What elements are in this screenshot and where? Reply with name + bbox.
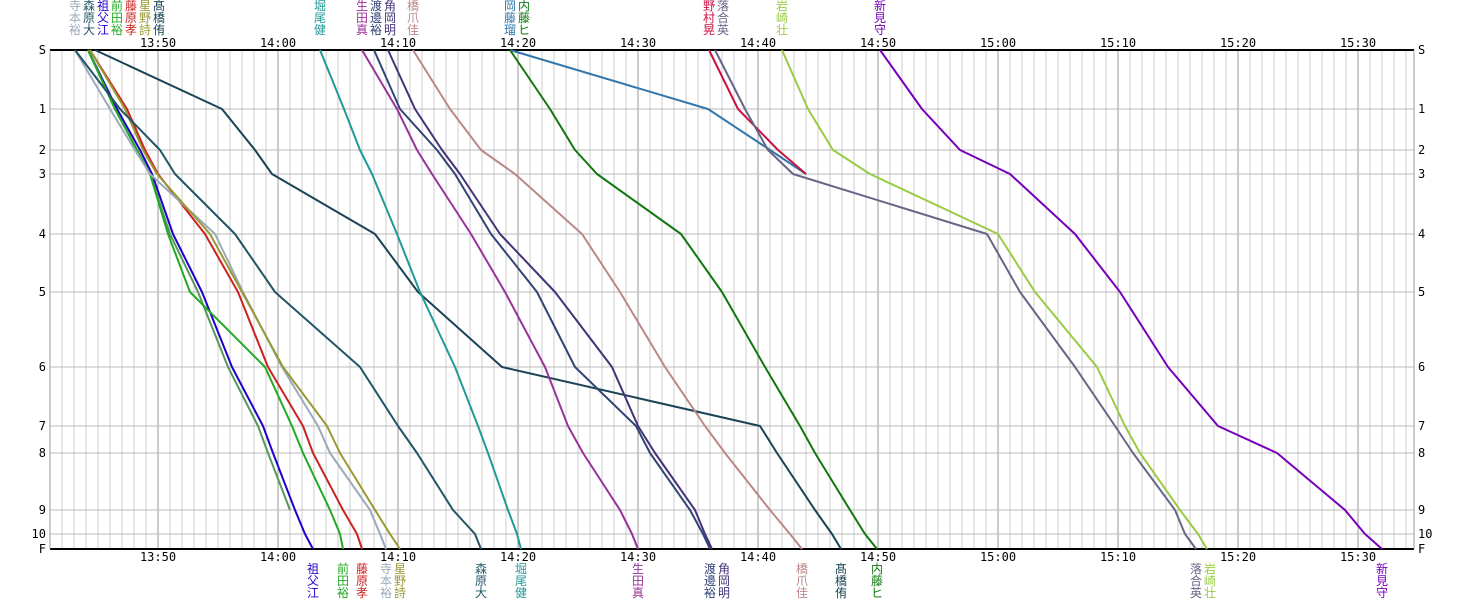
x-tick-label-top: 14:10 <box>380 36 416 50</box>
x-tick-label-bottom: 15:00 <box>980 550 1016 564</box>
x-tick-label-bottom: 14:00 <box>260 550 296 564</box>
x-tick-label-top: 14:00 <box>260 36 296 50</box>
series-line <box>509 49 807 175</box>
x-tick-label-bottom: 14:40 <box>740 550 776 564</box>
series-line <box>879 49 1383 550</box>
y-tick-label-right: 7 <box>1418 419 1425 433</box>
series-line <box>714 49 1197 550</box>
series-line <box>412 49 803 550</box>
x-tick-label-top: 15:20 <box>1220 36 1256 50</box>
x-tick-label-top: 13:50 <box>140 36 176 50</box>
x-tick-label-bottom: 13:50 <box>140 550 176 564</box>
y-tick-label-left: 4 <box>39 227 46 241</box>
x-tick-label-bottom: 15:30 <box>1340 550 1376 564</box>
x-tick-label-bottom: 15:20 <box>1220 550 1256 564</box>
x-tick-label-bottom: 14:50 <box>860 550 896 564</box>
y-tick-label-left: 1 <box>39 102 46 116</box>
series-line <box>361 49 639 550</box>
x-tick-label-top: 15:10 <box>1100 36 1136 50</box>
y-tick-label-left: 9 <box>39 503 46 517</box>
series-line <box>89 49 363 550</box>
x-tick-label-top: 15:00 <box>980 36 1016 50</box>
series-line <box>708 49 807 175</box>
y-tick-label-right: 2 <box>1418 143 1425 157</box>
x-tick-label-bottom: 14:30 <box>620 550 656 564</box>
x-tick-label-top: 14:40 <box>740 36 776 50</box>
y-tick-label-right: S <box>1418 43 1425 57</box>
y-tick-label-left: 7 <box>39 419 46 433</box>
series-line <box>89 49 401 550</box>
series-line <box>319 49 522 550</box>
y-tick-label-left: 3 <box>39 167 46 181</box>
series-line <box>87 49 291 511</box>
y-tick-label-right: F <box>1418 542 1425 556</box>
y-tick-label-left: S <box>39 43 46 57</box>
x-tick-label-bottom: 14:10 <box>380 550 416 564</box>
x-tick-label-top: 14:30 <box>620 36 656 50</box>
x-tick-label-top: 14:50 <box>860 36 896 50</box>
y-tick-label-right: 3 <box>1418 167 1425 181</box>
x-tick-label-bottom: 14:20 <box>500 550 536 564</box>
y-tick-label-right: 6 <box>1418 360 1425 374</box>
y-tick-label-left: 5 <box>39 285 46 299</box>
series-line <box>94 49 842 550</box>
series-line <box>74 49 482 550</box>
y-tick-label-left: 8 <box>39 446 46 460</box>
series-line <box>387 49 713 550</box>
y-tick-label-left: 6 <box>39 360 46 374</box>
grid <box>49 49 1414 550</box>
y-tick-label-right: 1 <box>1418 102 1425 116</box>
y-tick-label-left: 10 <box>32 527 46 541</box>
x-tick-label-bottom: 15:10 <box>1100 550 1136 564</box>
x-tick-label-top: 14:20 <box>500 36 536 50</box>
y-tick-label-right: 5 <box>1418 285 1425 299</box>
series-line <box>373 49 711 550</box>
series-lines <box>74 49 1383 550</box>
y-tick-label-right: 10 <box>1418 527 1432 541</box>
y-tick-label-right: 4 <box>1418 227 1425 241</box>
y-tick-label-left: 2 <box>39 143 46 157</box>
y-tick-label-right: 8 <box>1418 446 1425 460</box>
y-tick-label-right: 9 <box>1418 503 1425 517</box>
axes: S S1 12 23 34 45 56 67 78 89 910 10F F13:5013:5014:0… <box>32 36 1433 564</box>
series-line <box>87 49 314 550</box>
series-line <box>781 49 1208 550</box>
x-tick-label-top: 15:30 <box>1340 36 1376 50</box>
series-line <box>509 49 878 550</box>
y-tick-label-left: F <box>39 542 46 556</box>
series-line <box>87 49 344 550</box>
